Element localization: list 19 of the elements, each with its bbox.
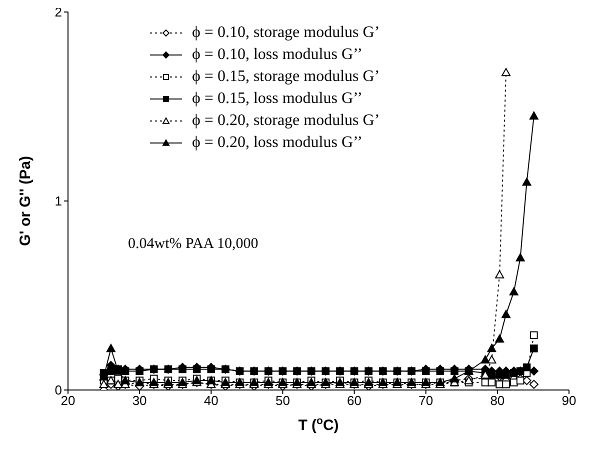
x-tick-label: 90 — [562, 393, 576, 408]
legend-label: ϕ = 0.10, loss modulus G’’ — [192, 45, 362, 65]
x-axis-title: T ($^{o}$C) — [298, 415, 339, 434]
annotation: 0.04wt% PAA 10,000 — [128, 236, 258, 253]
x-tick-label: 60 — [347, 393, 362, 408]
x-tick-label: 40 — [204, 393, 218, 408]
x-tick-label: 30 — [132, 393, 147, 408]
x-tick-label: 80 — [490, 393, 505, 408]
legend-label: ϕ = 0.15, loss modulus G’’ — [192, 89, 362, 109]
legend-label: ϕ = 0.10, storage modulus G’ — [192, 23, 380, 43]
x-tick-label: 70 — [418, 393, 434, 408]
legend-label: ϕ = 0.15, storage modulus G’ — [192, 67, 380, 87]
x-tick-label: 20 — [60, 393, 76, 408]
x-tick-label: 50 — [275, 393, 290, 408]
legend-label: ϕ = 0.20, storage modulus G’ — [192, 111, 380, 131]
y-axis-title: G' or G'' (Pa) — [17, 156, 34, 246]
y-tick-label: 1 — [54, 194, 62, 209]
y-tick-label: 0 — [54, 382, 62, 398]
legend-label: ϕ = 0.20, loss modulus G’’ — [192, 133, 362, 153]
